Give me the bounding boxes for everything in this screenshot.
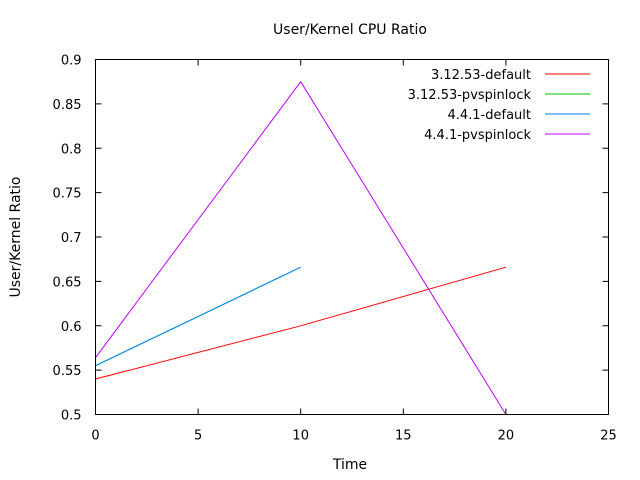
y-tick-label: 0.8 [61, 142, 82, 157]
x-tick-label: 15 [395, 429, 412, 444]
legend-label: 4.4.1-default [447, 108, 531, 123]
series-line-1 [95, 266, 507, 380]
y-tick-label: 0.55 [53, 364, 82, 379]
plot-frame [95, 59, 609, 415]
x-axis-label: Time [332, 457, 367, 473]
y-tick-label: 0.7 [61, 231, 82, 246]
plot-area: 0 5 10 15 20 25 0.50.550.60.650.70.750.80.850… [53, 54, 617, 444]
y-tick-label: 0.65 [53, 275, 82, 290]
y-tick-label: 0.9 [61, 54, 82, 69]
series-layer [95, 80, 507, 415]
legend-label: 4.4.1-pvspinlock [424, 128, 531, 143]
y-tick-label: 0.85 [53, 98, 82, 113]
legend-label: 3.12.53-pvspinlock [408, 88, 532, 103]
y-tick-label: 0.5 [61, 409, 82, 424]
chart-title: User/Kernel CPU Ratio [273, 22, 427, 38]
x-tick-label: 5 [194, 429, 202, 444]
x-tick-label: 25 [600, 429, 617, 444]
legend-label: 3.12.53-default [431, 68, 531, 83]
x-tick-label: 20 [498, 429, 515, 444]
y-axis-label: User/Kernel Ratio [8, 176, 24, 297]
series-line-4 [95, 80, 507, 415]
x-tick-label: 0 [91, 429, 99, 444]
y-axis-ticks: 0.5 0.55 0.6 0.65 0.7 0.75 0.8 0.85 0.9 [53, 54, 609, 424]
y-tick-label: 0.6 [61, 320, 82, 335]
legend: 3.12.53-default 3.12.53-pvspinlock 4.4.1-d… [408, 68, 590, 143]
series-line-3 [95, 266, 301, 367]
x-tick-label: 10 [292, 429, 309, 444]
y-tick-label: 0.75 [53, 187, 82, 202]
x-axis-ticks: 0 5 10 15 20 25 [91, 59, 617, 444]
